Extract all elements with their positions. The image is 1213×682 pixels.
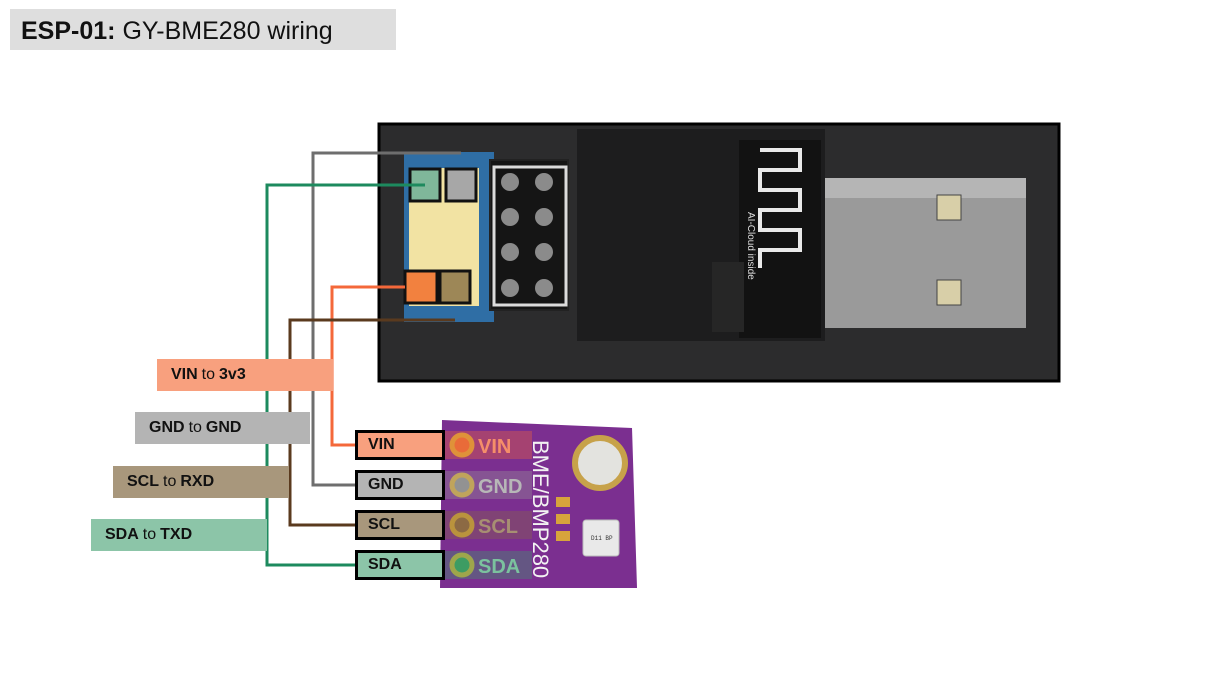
connection-vin: VIN to 3v3	[157, 359, 333, 391]
connection-scl-from: SCL	[127, 473, 159, 490]
socket-outline	[492, 165, 568, 307]
chip-text: D11 BP	[591, 535, 613, 542]
connection-gnd-from: GND	[149, 419, 185, 436]
connection-vin-to: 3v3	[219, 366, 246, 383]
title-bold: ESP-01:	[21, 17, 116, 45]
connection-scl-to: RXD	[180, 473, 215, 490]
board-name: BME/BMP280	[528, 440, 553, 578]
usb-adapter: AI-Cloud inside	[377, 122, 1061, 383]
connection-gnd-to: GND	[205, 419, 242, 436]
smd-components	[712, 262, 744, 332]
sensor-silkscreen: VIN GND SCL SDA	[478, 436, 522, 578]
esp-antenna-pcb	[739, 140, 821, 338]
silk-scl: SCL	[478, 516, 518, 538]
antenna-text: AI-Cloud inside	[745, 212, 756, 280]
mount-hole	[572, 435, 628, 491]
connection-vin-from: VIN	[171, 366, 198, 383]
connection-scl: SCL to RXD	[113, 466, 289, 498]
overlay-sda	[442, 551, 532, 579]
pin-highlight-scl	[438, 269, 472, 305]
connection-vin-to-word: to	[201, 366, 216, 383]
silk-sda: SDA	[478, 556, 520, 578]
overlay-vin	[442, 431, 532, 459]
silk-gnd: GND	[478, 476, 522, 498]
bme280-chip	[582, 519, 620, 557]
connection-sda-to-word: to	[142, 526, 157, 543]
title-rest: GY-BME280 wiring	[122, 17, 333, 45]
smd-pad-1	[556, 497, 570, 507]
pin-label-sda-text: SDA	[368, 556, 402, 573]
antenna-trace	[758, 148, 802, 268]
sensor-pads	[449, 432, 475, 578]
connection-scl-to-word: to	[163, 473, 177, 490]
overlay-scl	[442, 511, 532, 539]
title-box: ESP-01: GY-BME280 wiring	[10, 9, 396, 50]
usb-plug-highlight	[822, 178, 1026, 198]
silk-vin: VIN	[478, 436, 511, 458]
connection-sda-to: TXD	[160, 526, 193, 543]
usb-hole-bottom	[936, 279, 962, 306]
connection-gnd-to-word: to	[188, 419, 202, 436]
pin-label-vin: VIN	[355, 430, 445, 460]
connection-sda: SDA to TXD	[91, 519, 267, 551]
pin-label-gnd: GND	[355, 470, 445, 500]
pin-label-sda: SDA	[355, 550, 445, 580]
connection-gnd: GND to GND	[135, 412, 310, 444]
connection-sda-from: SDA	[105, 526, 139, 543]
pin-label-gnd-text: GND	[368, 476, 404, 493]
usb-plug	[822, 178, 1026, 328]
smd-pad-3	[556, 531, 570, 541]
usb-hole-top	[936, 194, 962, 221]
overlay-gnd	[442, 471, 532, 499]
page-title: ESP-01: GY-BME280 wiring	[21, 17, 333, 46]
pin-label-scl-text: SCL	[368, 516, 400, 533]
pin-highlight-vin	[403, 269, 439, 305]
socket-pins	[501, 173, 553, 297]
smd-pad-2	[556, 514, 570, 524]
pin-highlight-gnd	[444, 167, 478, 203]
pin-label-scl: SCL	[355, 510, 445, 540]
sensor-board: D11 BP BME/BMP280 VIN GND SCL SDA	[440, 420, 637, 588]
pin-label-vin-text: VIN	[368, 436, 395, 453]
